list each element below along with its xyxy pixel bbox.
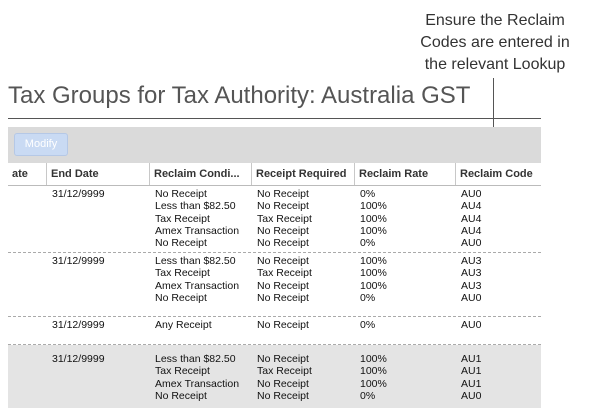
callout-note: Ensure the Reclaim Codes are entered in …: [400, 10, 590, 76]
reclaim-condition-value: No Receipt: [155, 188, 207, 200]
reclaim-rate-value: 100%: [360, 267, 387, 280]
receipt-required-value: No Receipt: [257, 353, 309, 365]
grid-header: ate End Date Reclaim Condi... Receipt Re…: [8, 163, 541, 186]
receipt-required-cell: No Receipt: [253, 319, 353, 331]
reclaim-code-value: AU0: [461, 291, 482, 304]
reclaim-condition-value: No Receipt: [155, 291, 207, 304]
reclaim-code-value: AU0: [461, 188, 482, 200]
receipt-required-value: Tax Receipt: [257, 365, 312, 378]
reclaim-rate-value: 100%: [360, 255, 387, 267]
table-row[interactable]: 31/12/9999 Less than $82.50 Tax Receipt Ame…: [8, 345, 541, 408]
end-date-cell: 31/12/9999: [52, 319, 105, 331]
reclaim-rate-value: 100%: [360, 212, 387, 225]
end-date-cell: 31/12/9999: [52, 353, 105, 365]
end-date-cell: 31/12/9999: [52, 255, 105, 267]
reclaim-rate-value: 0%: [360, 319, 376, 331]
reclaim-condition-value: Amex Transaction: [155, 377, 240, 390]
column-header-reclaim-condition[interactable]: Reclaim Condi...: [149, 163, 251, 185]
receipt-required-cell: No Receipt Tax Receipt No Receipt No Receip…: [253, 255, 353, 304]
reclaim-condition-value: Amex Transaction: [155, 279, 240, 292]
toolbar: Modify: [8, 127, 541, 163]
receipt-required-value: No Receipt: [257, 389, 309, 402]
reclaim-code-cell: AU0: [457, 319, 541, 331]
reclaim-code-value: AU0: [461, 389, 482, 402]
reclaim-code-value: AU3: [461, 255, 482, 267]
reclaim-condition-value: Less than $82.50: [155, 200, 236, 213]
reclaim-code-value: AU4: [461, 212, 482, 225]
reclaim-rate-value: 100%: [360, 377, 387, 390]
reclaim-code-value: AU3: [461, 279, 482, 292]
reclaim-condition-value: No Receipt: [155, 389, 207, 402]
callout-line-1: Ensure the Reclaim: [425, 12, 565, 29]
reclaim-condition-value: Tax Receipt: [155, 365, 210, 378]
reclaim-rate-cell: 0%: [356, 319, 456, 331]
reclaim-rate-value: 0%: [360, 237, 376, 250]
receipt-required-value: Tax Receipt: [257, 212, 312, 225]
page-title: Tax Groups for Tax Authority: Australia …: [8, 82, 471, 109]
callout-line-2: Codes are entered in: [420, 34, 570, 51]
receipt-required-value: No Receipt: [257, 319, 309, 331]
reclaim-code-value: AU0: [461, 319, 482, 331]
reclaim-rate-cell: 100% 100% 100% 0%: [356, 353, 456, 402]
table-row[interactable]: 31/12/9999 Any Receipt No Receipt 0% AU0: [8, 317, 541, 345]
table-row[interactable]: 31/12/9999 No Receipt Less than $82.50 Tax …: [8, 186, 541, 253]
receipt-required-value: No Receipt: [257, 279, 309, 292]
receipt-required-cell: No Receipt No Receipt Tax Receipt No Receip…: [253, 188, 353, 249]
table-row[interactable]: 31/12/9999 Less than $82.50 Tax Receipt Ame…: [8, 253, 541, 317]
grid-body: 31/12/9999 No Receipt Less than $82.50 Tax …: [8, 186, 541, 408]
reclaim-rate-value: 100%: [360, 200, 387, 213]
reclaim-condition-cell: Less than $82.50 Tax Receipt Amex Transact…: [151, 353, 251, 402]
reclaim-condition-value: No Receipt: [155, 237, 207, 250]
column-header-reclaim-code[interactable]: Reclaim Code: [455, 163, 541, 185]
reclaim-rate-value: 0%: [360, 188, 376, 200]
callout-line-3: the relevant Lookup: [424, 56, 566, 73]
reclaim-condition-value: Tax Receipt: [155, 212, 210, 225]
reclaim-code-value: AU1: [461, 365, 482, 378]
receipt-required-value: Tax Receipt: [257, 267, 312, 280]
reclaim-condition-value: Amex Transaction: [155, 224, 240, 237]
reclaim-code-value: AU1: [461, 377, 482, 390]
reclaim-condition-cell: Less than $82.50 Tax Receipt Amex Transact…: [151, 255, 251, 304]
column-header-end-date[interactable]: End Date: [46, 163, 148, 185]
receipt-required-value: No Receipt: [257, 255, 309, 267]
reclaim-rate-cell: 0% 100% 100% 100% 0%: [356, 188, 456, 249]
tax-groups-grid: ate End Date Reclaim Condi... Receipt Re…: [8, 163, 541, 410]
receipt-required-value: No Receipt: [257, 188, 309, 200]
column-header-reclaim-rate[interactable]: Reclaim Rate: [354, 163, 455, 185]
reclaim-condition-value: Tax Receipt: [155, 267, 210, 280]
reclaim-code-value: AU0: [461, 237, 482, 250]
modify-button[interactable]: Modify: [14, 133, 68, 156]
reclaim-rate-value: 0%: [360, 291, 376, 304]
reclaim-rate-value: 100%: [360, 279, 387, 292]
receipt-required-value: No Receipt: [257, 224, 309, 237]
callout-pointer-line: [493, 78, 494, 156]
reclaim-code-cell: AU3 AU3 AU3 AU0: [457, 255, 541, 304]
reclaim-code-value: AU4: [461, 200, 482, 213]
column-header-receipt-required[interactable]: Receipt Required: [251, 163, 354, 185]
reclaim-rate-value: 100%: [360, 353, 387, 365]
column-header-start-date[interactable]: ate: [12, 168, 28, 180]
reclaim-rate-value: 100%: [360, 365, 387, 378]
reclaim-code-cell: AU0 AU4 AU4 AU4 AU0: [457, 188, 541, 249]
reclaim-condition-cell: Any Receipt: [151, 319, 251, 331]
receipt-required-value: No Receipt: [257, 200, 309, 213]
reclaim-rate-value: 100%: [360, 224, 387, 237]
receipt-required-cell: No Receipt Tax Receipt No Receipt No Receip…: [253, 353, 353, 402]
receipt-required-value: No Receipt: [257, 377, 309, 390]
reclaim-code-value: AU4: [461, 224, 482, 237]
reclaim-rate-value: 0%: [360, 389, 376, 402]
reclaim-condition-cell: No Receipt Less than $82.50 Tax Receipt Ame…: [151, 188, 251, 249]
receipt-required-value: No Receipt: [257, 237, 309, 250]
reclaim-code-cell: AU1 AU1 AU1 AU0: [457, 353, 541, 402]
reclaim-condition-value: Any Receipt: [155, 319, 212, 331]
end-date-cell: 31/12/9999: [52, 188, 105, 200]
reclaim-code-value: AU1: [461, 353, 482, 365]
reclaim-rate-cell: 100% 100% 100% 0%: [356, 255, 456, 304]
title-divider: [8, 118, 541, 119]
reclaim-condition-value: Less than $82.50: [155, 353, 236, 365]
receipt-required-value: No Receipt: [257, 291, 309, 304]
reclaim-code-value: AU3: [461, 267, 482, 280]
reclaim-condition-value: Less than $82.50: [155, 255, 236, 267]
